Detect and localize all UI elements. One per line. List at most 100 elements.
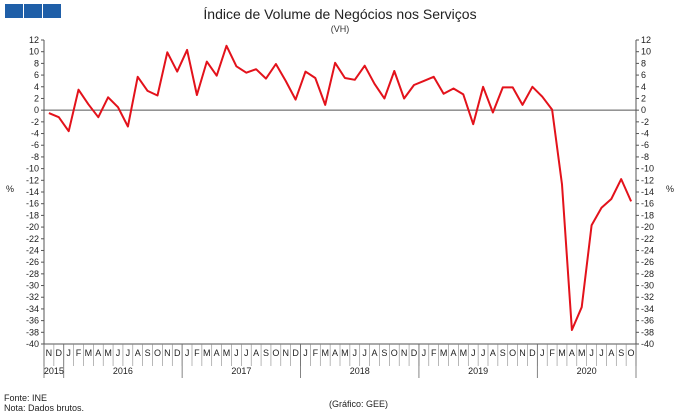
data-point (413, 84, 415, 86)
y-tick-label-right: 8 (641, 58, 646, 68)
y-tick-label-right: -36 (641, 316, 654, 326)
y-tick-label-left: -12 (26, 175, 39, 185)
month-label: J (540, 348, 545, 358)
y-tick-label-right: -34 (641, 304, 654, 314)
month-label: A (490, 348, 496, 358)
source-note: Fonte: INE (4, 393, 48, 403)
month-label: F (549, 348, 555, 358)
month-label: M (321, 348, 329, 358)
data-point (561, 183, 563, 185)
month-label: N (401, 348, 408, 358)
month-label: J (422, 348, 427, 358)
data-note: Nota: Dados brutos. (4, 403, 85, 413)
data-point (206, 61, 208, 63)
data-point (581, 306, 583, 308)
data-point (304, 71, 306, 73)
data-point (502, 86, 504, 88)
month-label: J (244, 348, 249, 358)
data-point (265, 78, 267, 80)
y-tick-label-right: -26 (641, 257, 654, 267)
data-point (48, 112, 50, 114)
data-point (531, 86, 533, 88)
month-label: N (46, 348, 53, 358)
month-label: D (529, 348, 536, 358)
month-label: M (341, 348, 349, 358)
chart-title: Índice de Volume de Negócios nos Serviço… (203, 6, 477, 22)
data-point (443, 93, 445, 95)
month-label: A (569, 348, 575, 358)
y-tick-label-left: -20 (26, 222, 39, 232)
data-point (58, 116, 60, 118)
data-point (383, 97, 385, 99)
y-tick-label-right: -8 (641, 152, 649, 162)
month-label: F (431, 348, 437, 358)
y-tick-label-left: -14 (26, 187, 39, 197)
month-label: J (303, 348, 308, 358)
data-point (285, 80, 287, 82)
month-label: J (116, 348, 121, 358)
data-point (403, 97, 405, 99)
data-point (522, 104, 524, 106)
series-line (48, 44, 633, 331)
month-label: M (104, 348, 112, 358)
year-label: 2020 (577, 366, 597, 376)
y-tick-label-right: -6 (641, 140, 649, 150)
month-label: M (578, 348, 586, 358)
month-label: S (145, 348, 151, 358)
y-tick-label-left: -36 (26, 316, 39, 326)
y-tick-label-right: 6 (641, 70, 646, 80)
data-point (591, 224, 593, 226)
data-point (344, 77, 346, 79)
y-tick-label-left: -22 (26, 234, 39, 244)
month-label: D (292, 348, 299, 358)
month-label: J (66, 348, 71, 358)
y-tick-label-left: -40 (26, 339, 39, 349)
y-axis-label-right: % (666, 184, 674, 194)
month-label: J (481, 348, 486, 358)
y-tick-label-right: -14 (641, 187, 654, 197)
y-tick-label-right: -18 (641, 210, 654, 220)
data-point (68, 130, 70, 132)
y-tick-label-left: -30 (26, 281, 39, 291)
y-tick-label-left: 10 (29, 47, 39, 57)
month-label: A (608, 348, 614, 358)
month-label: S (500, 348, 506, 358)
data-point (216, 75, 218, 77)
y-tick-label-right: -4 (641, 129, 649, 139)
y-tick-label-left: -4 (31, 129, 39, 139)
month-label: A (450, 348, 456, 358)
y-tick-label-left: -6 (31, 140, 39, 150)
month-label: J (126, 348, 131, 358)
month-label: O (272, 348, 279, 358)
month-label: M (85, 348, 93, 358)
month-label: J (234, 348, 239, 358)
month-label: D (411, 348, 418, 358)
data-point (482, 86, 484, 88)
y-tick-label-right: 0 (641, 105, 646, 115)
data-point (117, 106, 119, 108)
y-tick-label-right: -28 (641, 269, 654, 279)
data-point (107, 96, 109, 98)
data-point (235, 65, 237, 67)
data-point (354, 79, 356, 81)
month-label: J (353, 348, 358, 358)
month-label: A (253, 348, 259, 358)
data-point (295, 99, 297, 101)
y-tick-label-right: -22 (641, 234, 654, 244)
y-tick-label-right: -40 (641, 339, 654, 349)
data-point (630, 200, 632, 202)
y-tick-label-right: 12 (641, 35, 651, 45)
month-label: S (263, 348, 269, 358)
month-label: M (203, 348, 211, 358)
y-tick-label-right: -30 (641, 281, 654, 291)
data-point (226, 45, 228, 47)
data-point (374, 83, 376, 85)
logo-block-2 (24, 4, 42, 18)
data-point (245, 72, 247, 74)
data-point (551, 109, 553, 111)
month-label: A (135, 348, 141, 358)
year-label: 2016 (113, 366, 133, 376)
data-point (620, 178, 622, 180)
month-label: S (381, 348, 387, 358)
